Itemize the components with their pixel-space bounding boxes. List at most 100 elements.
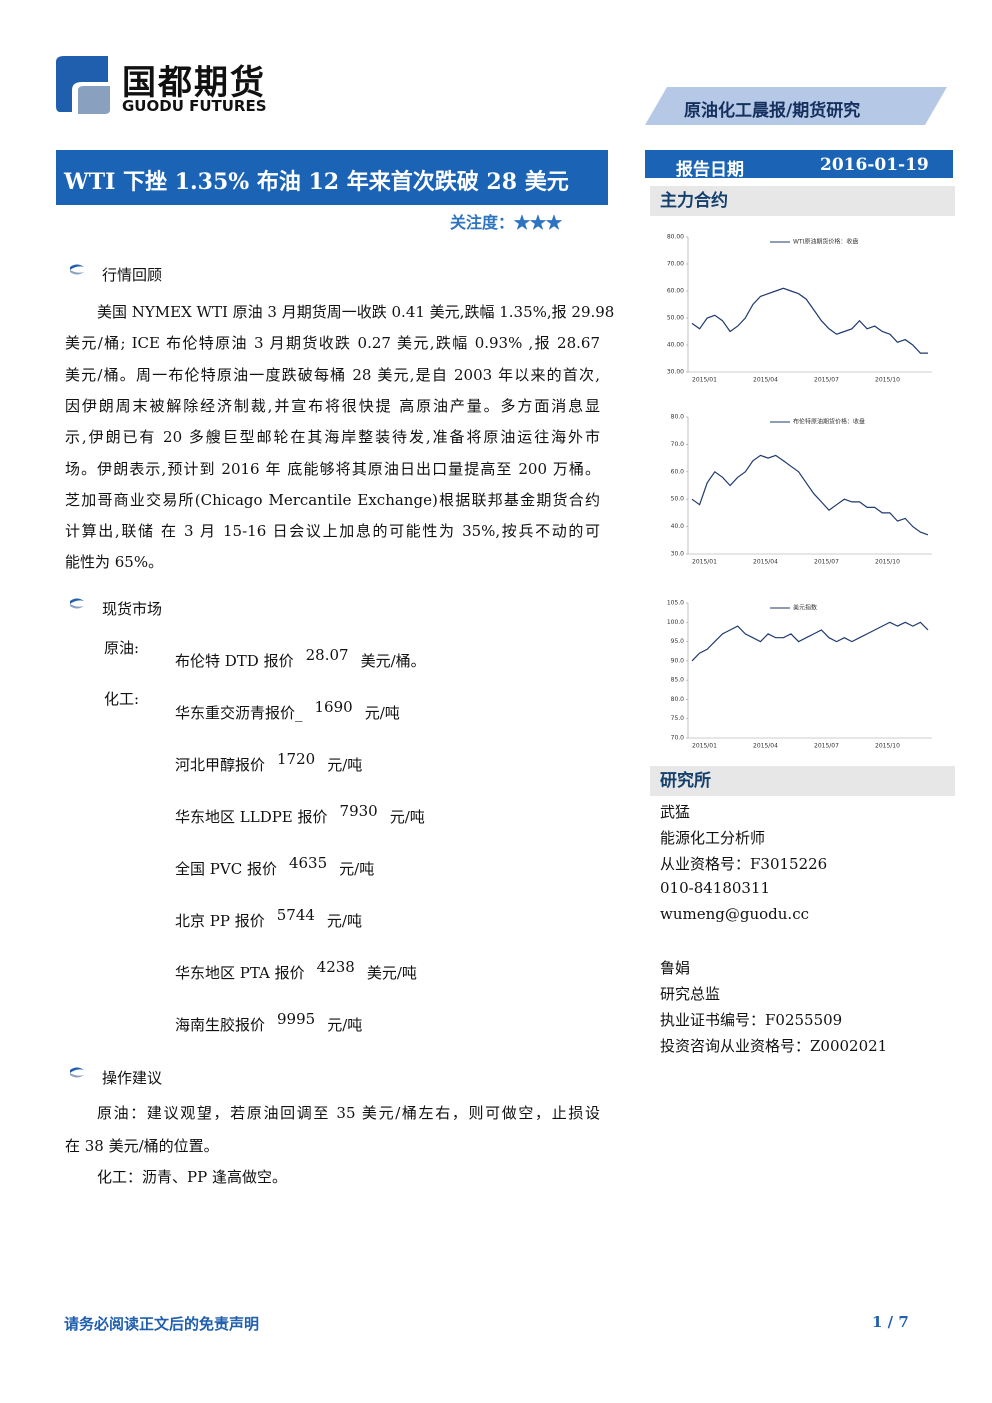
section-icon <box>70 1067 84 1078</box>
attention-label: 关注度： <box>450 213 515 232</box>
title: WTI 下挫 1.35% 布油 12 年来首次跌破 28 美元 <box>64 169 569 195</box>
spot-unit: 元/吨 <box>389 808 425 826</box>
spot-price: 5744 <box>276 906 315 924</box>
spot-label: 化工: <box>104 690 140 708</box>
paragraph-line: 美国 NYMEX WTI 原油 3 月期货周一收跌 0.41 美元,跌幅 1.3… <box>97 303 615 321</box>
analyst-info: wumeng@guodu.cc <box>660 905 809 923</box>
spot-name: 全国 PVC 报价 <box>175 860 277 878</box>
date-label: 报告日期 <box>676 160 744 180</box>
paragraph-line: 美元/桶; ICE 布伦特原油 3 月期货收跌 0.27 美元,跌幅 0.93%… <box>65 334 600 353</box>
spot-unit: 美元/吨 <box>366 964 417 982</box>
chart: 70.0 75.0 80.0 85.0 90.0 95.0 100.0 105.0 2015/0… <box>667 600 932 750</box>
logo-en: GUODU FUTURES <box>122 97 267 115</box>
spot-price: 28.07 <box>305 646 349 664</box>
paragraph-line: 计算出,联储 在 3 月 15-16 日会议上加息的可能性为 35%,按兵不动的… <box>65 522 600 541</box>
y-tick-label: 80.0 <box>671 414 685 421</box>
section-heading: 现货市场 <box>102 600 163 618</box>
legend-label: 布伦特原油期货价格：收盘 <box>793 418 865 426</box>
date-value: 2016-01-19 <box>820 155 929 175</box>
y-tick-label: 85.0 <box>671 677 685 684</box>
paragraph-line: 芝加哥商业交易所(Chicago Mercantile Exchange)根据联… <box>65 490 600 509</box>
x-tick-label: 2015/04 <box>753 559 778 566</box>
section-icon <box>70 598 84 609</box>
analyst-info: 执业证书编号：F0255509 <box>660 1011 843 1029</box>
x-tick-label: 2015/01 <box>692 377 717 384</box>
spot-price: 7930 <box>339 802 378 820</box>
spot-unit: 元/吨 <box>327 1016 363 1034</box>
analyst-info: 武猛 <box>660 803 691 821</box>
line-series <box>691 621 929 662</box>
spot-label: 原油: <box>104 639 140 657</box>
spot-name: 华东地区 PTA 报价 <box>175 964 305 982</box>
spot-item: 华东重交沥青报价_ 1690 元/吨 <box>175 698 400 723</box>
spot-name: 布伦特 DTD 报价 <box>175 652 294 670</box>
spot-unit: 元/吨 <box>364 704 400 722</box>
analyst-info: 研究总监 <box>660 985 721 1003</box>
analyst-info: 鲁娟 <box>660 959 691 977</box>
y-tick-label: 80.00 <box>667 234 684 241</box>
y-tick-label: 30.0 <box>671 551 685 558</box>
sidebar-heading: 研究所 <box>650 766 955 796</box>
spot-name: 河北甲醇报价 <box>175 756 266 774</box>
page-number: 1 / 7 <box>872 1313 909 1331</box>
y-tick-label: 60.0 <box>671 468 685 475</box>
y-tick-label: 95.0 <box>671 638 685 645</box>
analyst-info: 010-84180311 <box>660 879 771 897</box>
line-series <box>691 454 929 536</box>
spot-price: 4238 <box>316 958 355 976</box>
attention-stars: ★★★ <box>514 213 563 232</box>
line-series <box>691 287 928 354</box>
y-tick-label: 40.0 <box>671 523 685 530</box>
section-icon <box>70 264 84 275</box>
analyst-info: 投资咨询从业资格号：Z0002021 <box>660 1037 888 1055</box>
y-tick-label: 70.0 <box>671 735 685 742</box>
sidebar-heading: 主力合约 <box>650 186 955 216</box>
y-tick-label: 60.00 <box>667 288 684 295</box>
y-tick-label: 105.0 <box>667 600 684 607</box>
x-tick-label: 2015/01 <box>692 743 717 750</box>
x-tick-label: 2015/10 <box>875 559 900 566</box>
attention: 关注度：★★★ <box>450 209 562 233</box>
x-tick-label: 2015/01 <box>692 559 717 566</box>
y-tick-label: 30.00 <box>667 369 684 376</box>
y-tick-label: 50.0 <box>671 496 685 503</box>
title-bar <box>56 150 608 205</box>
y-tick-label: 90.0 <box>671 657 685 664</box>
spot-unit: 美元/桶。 <box>360 652 426 670</box>
x-tick-label: 2015/10 <box>875 377 900 384</box>
analyst-info: 从业资格号：F3015226 <box>660 855 828 873</box>
section-heading: 行情回顾 <box>102 266 163 284</box>
spot-price: 4635 <box>288 854 328 872</box>
spot-unit: 元/吨 <box>339 860 375 878</box>
spot-name: 海南生胶报价 <box>175 1016 266 1034</box>
spot-item: 河北甲醇报价 1720 元/吨 <box>175 750 362 775</box>
spot-item: 海南生胶报价 9995 元/吨 <box>175 1010 363 1035</box>
spot-name: 华东地区 LLDPE 报价 <box>175 808 328 826</box>
x-tick-label: 2015/10 <box>875 743 900 750</box>
spot-name: 北京 PP 报价 <box>175 912 265 930</box>
disclaimer: 请务必阅读正文后的免责声明 <box>64 1315 260 1333</box>
date-bar <box>645 150 953 178</box>
y-tick-label: 50.00 <box>667 315 684 322</box>
spot-price: 9995 <box>277 1010 316 1028</box>
analyst-info: 能源化工分析师 <box>660 829 766 847</box>
paragraph-line: 在 38 美元/桶的位置。 <box>65 1137 219 1155</box>
y-tick-label: 40.00 <box>667 342 684 349</box>
y-tick-label: 70.00 <box>667 261 684 268</box>
spot-name: 华东重交沥青报价_ <box>175 704 303 722</box>
paragraph-line: 原油：建议观望，若原油回调至 35 美元/桶左右，则可做空，止损设 <box>97 1104 600 1122</box>
logo-mark <box>56 56 110 114</box>
paragraph-line: 示,伊朗已有 20 多艘巨型邮轮在其海岸整装待发,准备将原油运往海外市 <box>65 428 600 447</box>
logo-cn: 国都期货 <box>122 63 266 103</box>
paragraph-line: 因伊朗周末被解除经济制裁,并宣布将很快提 高原油产量。多方面消息显 <box>65 396 600 415</box>
y-tick-label: 70.0 <box>671 441 685 448</box>
paragraph-line: 能性为 65%。 <box>65 553 164 572</box>
y-tick-label: 75.0 <box>671 715 685 722</box>
spot-item: 布伦特 DTD 报价 28.07 美元/桶。 <box>175 646 426 671</box>
spot-item: 华东地区 LLDPE 报价 7930 元/吨 <box>175 802 425 827</box>
paragraph-line: 美元/桶。周一布伦特原油一度跌破每桶 28 美元,是自 2003 年以来的首次, <box>65 365 600 384</box>
x-tick-label: 2015/04 <box>753 377 778 384</box>
x-tick-label: 2015/04 <box>753 743 778 750</box>
y-tick-label: 100.0 <box>667 619 684 626</box>
